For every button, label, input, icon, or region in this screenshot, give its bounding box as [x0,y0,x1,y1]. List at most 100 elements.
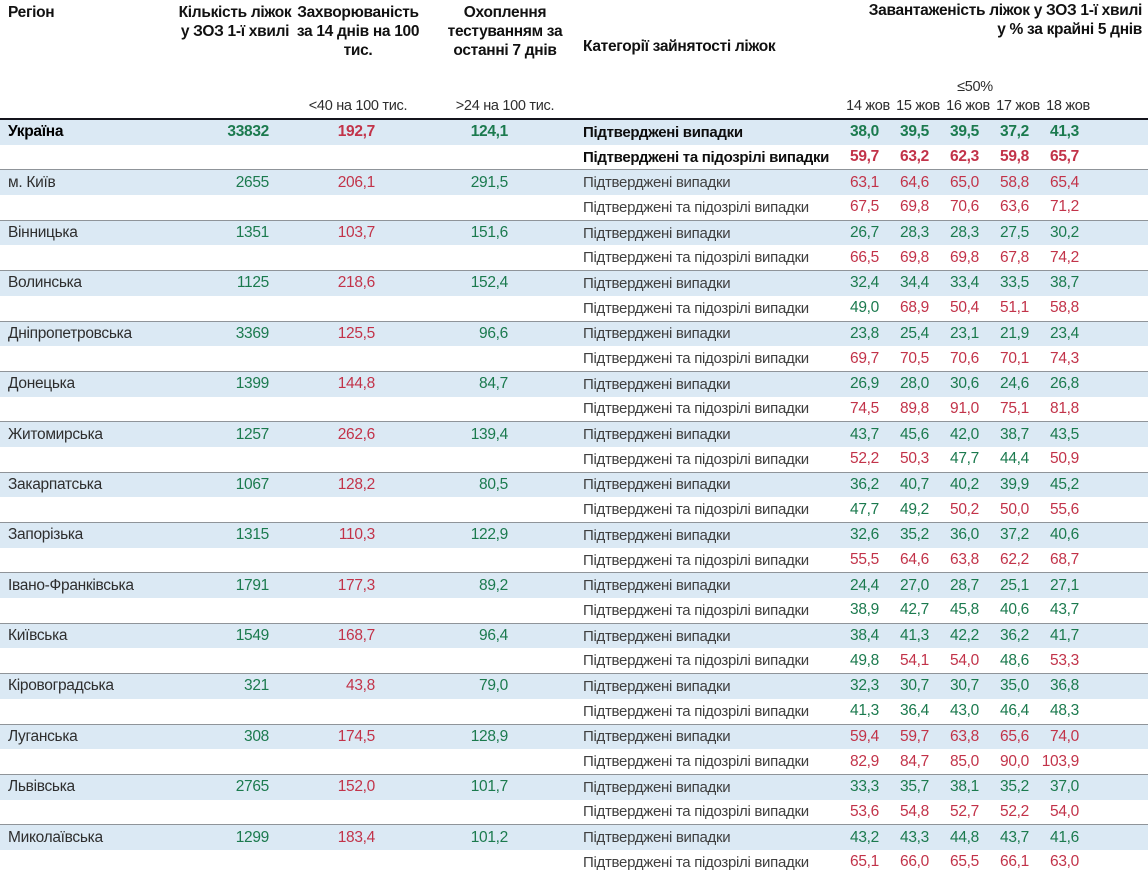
testing-value: 291,5 [470,173,509,191]
occupancy-value: 69,8 [900,248,929,266]
category-label-suspected: Підтверджені та підозрілі випадки [583,753,809,771]
table-row-confirmed-suspected: Підтверджені та підозрілі випадки 67,5 69,… [0,195,1148,220]
occupancy-value: 28,0 [900,375,929,393]
category-label-confirmed: Підтверджені випадки [583,526,731,544]
table-body: Україна 33832 192,7 124,1 Підтверджені випад… [0,118,1148,875]
region-block: Україна 33832 192,7 124,1 Підтверджені випад… [0,118,1148,169]
occupancy-value: 35,2 [1000,778,1029,796]
testing-value: 80,5 [479,475,508,493]
table-row-confirmed-suspected: Підтверджені та підозрілі випадки 65,1 66,… [0,850,1148,875]
occupancy-value: 50,9 [1050,450,1079,468]
occupancy-value: 55,5 [850,551,879,569]
occupancy-value: 49,0 [850,299,879,317]
region-name: Кіровоградська [8,677,114,695]
table-row-confirmed: Житомирська 1257 262,6 139,4 Підтверджені ви… [0,422,1148,447]
category-label-suspected: Підтверджені та підозрілі випадки [583,853,809,871]
occupancy-value: 41,3 [1050,123,1079,141]
occupancy-value: 43,7 [1000,828,1029,846]
occupancy-value: 36,4 [900,702,929,720]
occupancy-value: 51,1 [1000,299,1029,317]
incidence-value: 110,3 [338,526,375,544]
incidence-value: 218,6 [337,274,376,292]
date-label: 17 жов [996,98,1040,114]
occupancy-value: 43,7 [850,425,879,443]
occupancy-value: 39,5 [950,123,979,141]
occupancy-value: 63,8 [950,551,979,569]
table-row-confirmed: Донецька 1399 144,8 84,7 Підтверджені випадк… [0,371,1148,397]
occupancy-value: 63,0 [1050,853,1079,871]
testing-value: 139,4 [470,425,509,443]
occupancy-value: 59,8 [1000,148,1029,166]
occupancy-value: 65,6 [1000,727,1029,745]
occupancy-value: 42,0 [950,425,979,443]
col-header-occupancy: Завантаженість ліжок у ЗОЗ 1-ї хвилі у %… [868,2,1143,38]
occupancy-value: 45,2 [1050,475,1079,493]
date-label: 18 жов [1046,98,1090,114]
category-label-suspected: Підтверджені та підозрілі випадки [583,249,809,267]
occupancy-value: 82,9 [850,752,879,770]
occupancy-value: 30,7 [900,677,929,695]
table-row-confirmed: Запорізька 1315 110,3 122,9 Підтверджені вип… [0,523,1148,548]
occupancy-value: 26,8 [1050,375,1079,393]
occupancy-value: 32,6 [850,526,879,544]
occupancy-value: 33,5 [1000,274,1029,292]
occupancy-value: 75,1 [1000,399,1029,417]
testing-value: 122,9 [470,526,509,544]
incidence-value: 206,1 [337,173,376,191]
occupancy-value: 21,9 [1000,324,1029,342]
category-label-confirmed: Підтверджені випадки [583,778,731,796]
beds-value: 1315 [235,526,270,544]
incidence-value: 177,3 [337,576,376,594]
occupancy-value: 70,5 [900,349,929,367]
occupancy-value: 50,0 [1000,500,1029,518]
occupancy-value: 55,6 [1050,500,1079,518]
occupancy-value: 65,7 [1050,148,1079,166]
table-row-confirmed: Івано-Франківська 1791 177,3 89,2 Підтвердже… [0,573,1148,599]
occupancy-value: 44,8 [950,828,979,846]
category-label-suspected: Підтверджені та підозрілі випадки [583,652,809,670]
occupancy-value: 64,6 [900,551,929,569]
occupancy-value: 58,8 [1000,173,1029,191]
occupancy-value: 41,7 [1050,627,1079,645]
occupancy-value: 54,1 [900,651,929,669]
occupancy-value: 42,7 [900,601,929,619]
region-name: Донецька [8,375,75,393]
occupancy-value: 23,1 [950,324,979,342]
occupancy-value: 66,1 [1000,853,1029,871]
occupancy-value: 28,3 [950,224,979,242]
occupancy-value: 64,6 [900,173,929,191]
beds-value: 1257 [235,425,270,443]
occupancy-value: 74,0 [1050,727,1079,745]
category-label-confirmed: Підтверджені випадки [583,375,731,393]
testing-value: 89,2 [479,576,508,594]
table-row-confirmed-suspected: Підтверджені та підозрілі випадки 59,7 63,… [0,145,1148,170]
beds-value: 1067 [235,475,270,493]
occupancy-value: 38,7 [1000,425,1029,443]
beds-value: 1549 [235,627,270,645]
table-row-confirmed-suspected: Підтверджені та підозрілі випадки 53,6 54,… [0,800,1148,825]
beds-value: 2765 [235,778,270,796]
occupancy-value: 26,9 [850,375,879,393]
testing-value: 96,6 [479,324,508,342]
beds-value: 1351 [235,224,270,242]
occupancy-value: 50,3 [900,450,929,468]
occupancy-value: 70,1 [1000,349,1029,367]
region-block: Вінницька 1351 103,7 151,6 Підтверджені випа… [0,219,1148,270]
table-row-confirmed-suspected: Підтверджені та підозрілі випадки 49,8 54,… [0,648,1148,673]
category-label-confirmed: Підтверджені випадки [583,174,731,192]
table-row-confirmed: Кіровоградська 321 43,8 79,0 Підтверджені ви… [0,674,1148,699]
occupancy-value: 27,0 [900,576,929,594]
category-label-confirmed: Підтверджені випадки [583,224,731,242]
occupancy-value: 52,2 [850,450,879,468]
occupancy-value: 37,2 [1000,526,1029,544]
occupancy-value: 69,7 [850,349,879,367]
beds-value: 308 [244,727,269,745]
region-block: Івано-Франківська 1791 177,3 89,2 Підтвердже… [0,572,1148,622]
table-row-confirmed-suspected: Підтверджені та підозрілі випадки 66,5 69,… [0,245,1148,270]
region-name: Вінницька [8,224,78,242]
occupancy-value: 46,4 [1000,702,1029,720]
occupancy-value: 62,3 [950,148,979,166]
occupancy-value: 59,7 [850,148,879,166]
occupancy-value: 45,6 [900,425,929,443]
testing-value: 79,0 [479,677,508,695]
